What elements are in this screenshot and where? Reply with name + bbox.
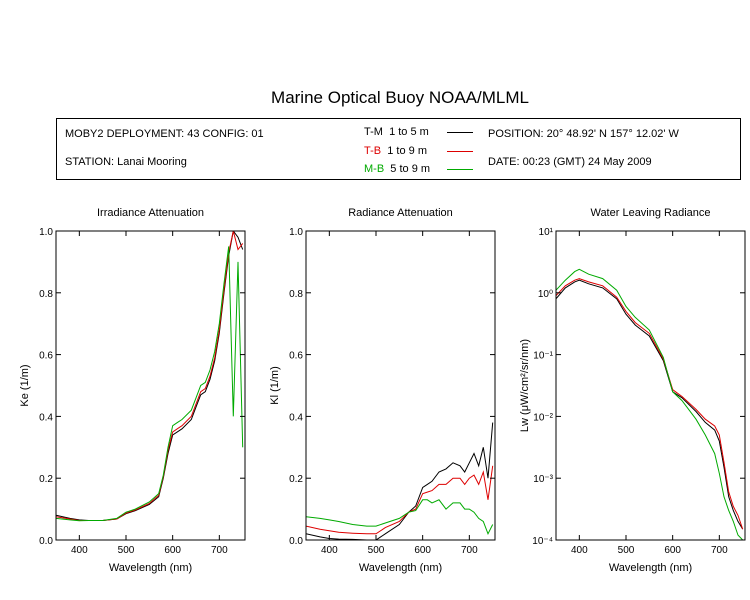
chart3-frame <box>555 230 746 541</box>
chart3-ytick-label: 10⁻¹ <box>533 351 553 362</box>
legend-line-tm <box>447 132 473 133</box>
page-title: Marine Optical Buoy NOAA/MLML <box>271 88 529 107</box>
legend-item-tb: T-B 1 to 9 m <box>364 145 427 157</box>
legend-code-mb: M-B <box>364 163 385 175</box>
chart3-series-tm <box>556 279 744 530</box>
chart1-series-tb <box>56 231 244 521</box>
chart2-ylabel: Kl (1/m) <box>269 366 281 405</box>
chart3-ytick-label: 10⁻² <box>533 412 553 423</box>
chart2-xtick-label: 600 <box>414 545 431 556</box>
chart2-xtick-label: 500 <box>368 545 385 556</box>
chart3-series-tb <box>556 278 744 530</box>
chart1-xtick-label: 600 <box>164 545 181 556</box>
chart2-ytick-label: 0.0 <box>289 536 303 547</box>
chart1-frame <box>55 230 246 541</box>
legend-line-mb <box>447 169 473 170</box>
legend-range-mb: 5 to 9 m <box>390 163 431 175</box>
legend-item-tm: T-M 1 to 5 m <box>364 126 429 138</box>
chart3-title: Water Leaving Radiance <box>590 207 710 219</box>
chart2-ytick-label: 0.6 <box>289 351 303 362</box>
chart1-ytick-label: 0.8 <box>39 289 53 300</box>
chart1-ytick-label: 0.4 <box>39 412 53 423</box>
position-text: POSITION: 20° 48.92' N 157° 12.02' W <box>488 128 679 140</box>
chart3-xtick-label: 600 <box>664 545 681 556</box>
chart1-xtick-label: 400 <box>71 545 88 556</box>
chart2-title: Radiance Attenuation <box>348 207 453 219</box>
chart2-series-mb <box>306 499 494 536</box>
chart3-xtick-label: 500 <box>618 545 635 556</box>
chart1-series-tm <box>56 231 244 521</box>
chart2-xtick-label: 400 <box>321 545 338 556</box>
chart1-xtick-label: 700 <box>211 545 228 556</box>
deployment-text: MOBY2 DEPLOYMENT: 43 CONFIG: 01 <box>65 128 264 140</box>
chart2-ytick-label: 0.4 <box>289 412 303 423</box>
legend-item-mb: M-B 5 to 9 m <box>364 163 430 175</box>
chart1-ytick-label: 0.6 <box>39 351 53 362</box>
chart3-ytick-label: 10⁻⁴ <box>532 536 553 547</box>
chart3-ytick-label: 10⁰ <box>538 289 553 300</box>
chart1-xlabel: Wavelength (nm) <box>109 562 192 574</box>
station-text: STATION: Lanai Mooring <box>65 156 187 168</box>
chart3-series-mb <box>556 268 744 540</box>
chart1-series-mb <box>56 246 244 522</box>
chart3-ytick-label: 10⁻³ <box>533 474 553 485</box>
legend-range-tm: 1 to 5 m <box>389 126 429 138</box>
chart2-frame <box>305 230 496 541</box>
chart3-ytick-label: 10¹ <box>539 227 554 238</box>
legend-line-tb <box>447 151 473 152</box>
chart3-ylabel: Lw (μW/cm²/sr/nm) <box>519 339 531 432</box>
legend-code-tb: T-B <box>364 145 382 157</box>
chart2-xlabel: Wavelength (nm) <box>359 562 442 574</box>
chart1-ylabel: Ke (1/m) <box>19 364 31 406</box>
chart3-xtick-label: 700 <box>711 545 728 556</box>
chart2-ytick-label: 1.0 <box>289 227 303 238</box>
legend-code-tm: T-M <box>364 126 383 138</box>
date-text: DATE: 00:23 (GMT) 24 May 2009 <box>488 156 652 168</box>
chart1-ytick-label: 0.2 <box>39 474 53 485</box>
chart2-xtick-label: 700 <box>461 545 478 556</box>
chart2-series-tb <box>306 465 494 535</box>
chart3-xlabel: Wavelength (nm) <box>609 562 692 574</box>
legend-range-tb: 1 to 9 m <box>387 145 427 157</box>
chart1-title: Irradiance Attenuation <box>97 207 204 219</box>
chart1-ytick-label: 1.0 <box>39 227 53 238</box>
chart2-series-tm <box>306 422 494 540</box>
chart2-ytick-label: 0.2 <box>289 474 303 485</box>
chart2-ytick-label: 0.8 <box>289 289 303 300</box>
chart3-xtick-label: 400 <box>571 545 588 556</box>
info-box: MOBY2 DEPLOYMENT: 43 CONFIG: 01 STATION:… <box>56 118 741 180</box>
chart1-ytick-label: 0.0 <box>39 536 53 547</box>
chart1-xtick-label: 500 <box>118 545 135 556</box>
